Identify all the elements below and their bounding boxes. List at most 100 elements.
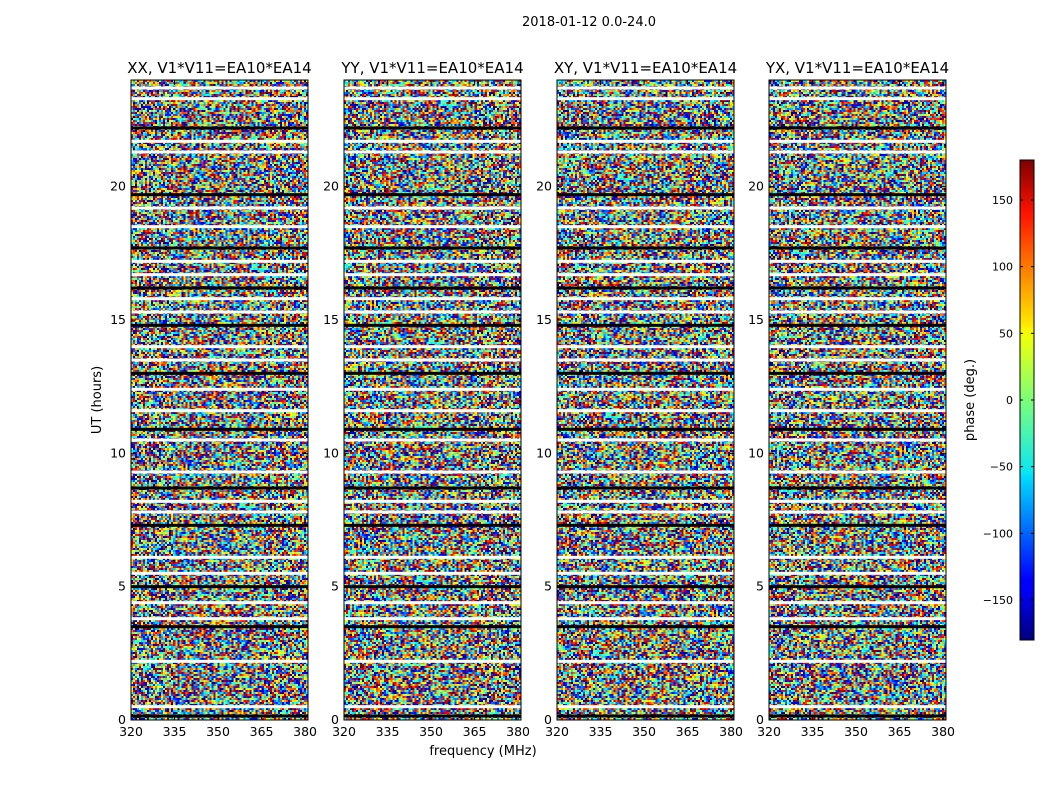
panel-title: YY, V1*V11=EA10*EA14: [340, 59, 523, 77]
y-tick-label: 20: [536, 179, 552, 194]
x-tick-label: 320: [545, 724, 569, 739]
y-axis-label: UT (hours): [90, 366, 105, 434]
panel-frame: [130, 79, 309, 721]
data-gap: [131, 427, 308, 431]
data-gap: [131, 273, 308, 277]
data-gap: [344, 193, 521, 197]
colorbar-tick-label: 100: [992, 261, 1013, 274]
data-gap: [131, 510, 308, 514]
y-tick-label: 15: [748, 312, 764, 327]
data-gap: [769, 659, 946, 663]
data-gap: [557, 139, 734, 143]
panel-frame: [768, 79, 947, 721]
data-gap: [344, 625, 521, 629]
data-gap: [131, 371, 308, 375]
y-tick-label: 0: [756, 712, 764, 727]
data-gap: [131, 659, 308, 663]
data-gap: [344, 246, 521, 250]
data-gap: [344, 585, 521, 589]
x-tick-label: 380: [931, 724, 955, 739]
data-gap: [131, 617, 308, 621]
y-tick-label: 0: [118, 712, 126, 727]
x-tick-label: 350: [206, 724, 230, 739]
x-tick-label: 350: [844, 724, 868, 739]
data-gap: [344, 714, 521, 718]
data-gap: [131, 259, 308, 263]
data-gap: [557, 470, 734, 474]
panel-title: XX, V1*V11=EA10*EA14: [127, 59, 311, 77]
data-gap: [557, 427, 734, 431]
data-gap: [769, 150, 946, 154]
colorbar-tick-label: −150: [983, 594, 1013, 607]
data-gap: [344, 358, 521, 362]
panel-frame: [556, 79, 735, 721]
data-gap: [557, 259, 734, 263]
data-gap: [131, 585, 308, 589]
data-gap: [344, 486, 521, 490]
data-gap: [769, 714, 946, 718]
data-gap: [131, 297, 308, 301]
phase-heatmap: [131, 80, 308, 720]
data-gap: [131, 470, 308, 474]
data-gap: [557, 510, 734, 514]
data-gap: [557, 371, 734, 375]
data-gap: [557, 86, 734, 90]
y-tick-label: 10: [536, 445, 552, 460]
data-gap: [769, 409, 946, 413]
data-gap: [769, 571, 946, 575]
data-gap: [131, 705, 308, 709]
data-gap: [769, 585, 946, 589]
data-gap: [557, 193, 734, 197]
data-gap: [557, 126, 734, 130]
data-gap: [131, 206, 308, 210]
data-gap: [557, 310, 734, 314]
data-gap: [557, 387, 734, 391]
data-gap: [344, 601, 521, 605]
data-gap: [557, 625, 734, 629]
data-gap: [557, 297, 734, 301]
data-gap: [344, 86, 521, 90]
data-gap: [557, 438, 734, 442]
data-gap: [131, 358, 308, 362]
data-gap: [131, 625, 308, 629]
data-gap: [344, 659, 521, 663]
data-gap: [131, 486, 308, 490]
data-gap: [344, 555, 521, 559]
panel-yx: YX, V1*V11=EA10*EA14 320 335 350 365 380 0 5 10 1…: [748, 59, 955, 739]
data-gap: [557, 659, 734, 663]
data-gap: [769, 499, 946, 503]
panel-yy: YY, V1*V11=EA10*EA14 320 335 350 365 380 0 5 10 1…: [323, 59, 530, 739]
colorbar-label: phase (deg.): [963, 359, 978, 441]
data-gap: [769, 310, 946, 314]
data-gap: [769, 470, 946, 474]
data-gap: [769, 705, 946, 709]
data-gap: [769, 345, 946, 349]
data-gap: [769, 86, 946, 90]
x-tick-label: 335: [163, 724, 187, 739]
data-gap: [557, 206, 734, 210]
data-gap: [769, 510, 946, 514]
data-gap: [131, 387, 308, 391]
colorbar-tick-label: 0: [1006, 394, 1013, 407]
data-gap: [131, 126, 308, 130]
data-gap: [769, 438, 946, 442]
data-gap: [344, 323, 521, 327]
data-gap: [557, 97, 734, 101]
colorbar-tick-label: −100: [983, 527, 1013, 540]
x-tick-label: 335: [589, 724, 613, 739]
data-gap: [344, 617, 521, 621]
data-gap: [344, 225, 521, 229]
x-axis-label: frequency (MHz): [429, 744, 536, 759]
data-gap: [557, 225, 734, 229]
data-gap: [344, 371, 521, 375]
data-gap: [131, 150, 308, 154]
data-gap: [344, 510, 521, 514]
data-gap: [557, 150, 734, 154]
data-gap: [344, 438, 521, 442]
y-tick-label: 10: [323, 445, 339, 460]
data-gap: [769, 555, 946, 559]
y-tick-label: 20: [110, 179, 126, 194]
data-gap: [131, 193, 308, 197]
data-gap: [769, 601, 946, 605]
